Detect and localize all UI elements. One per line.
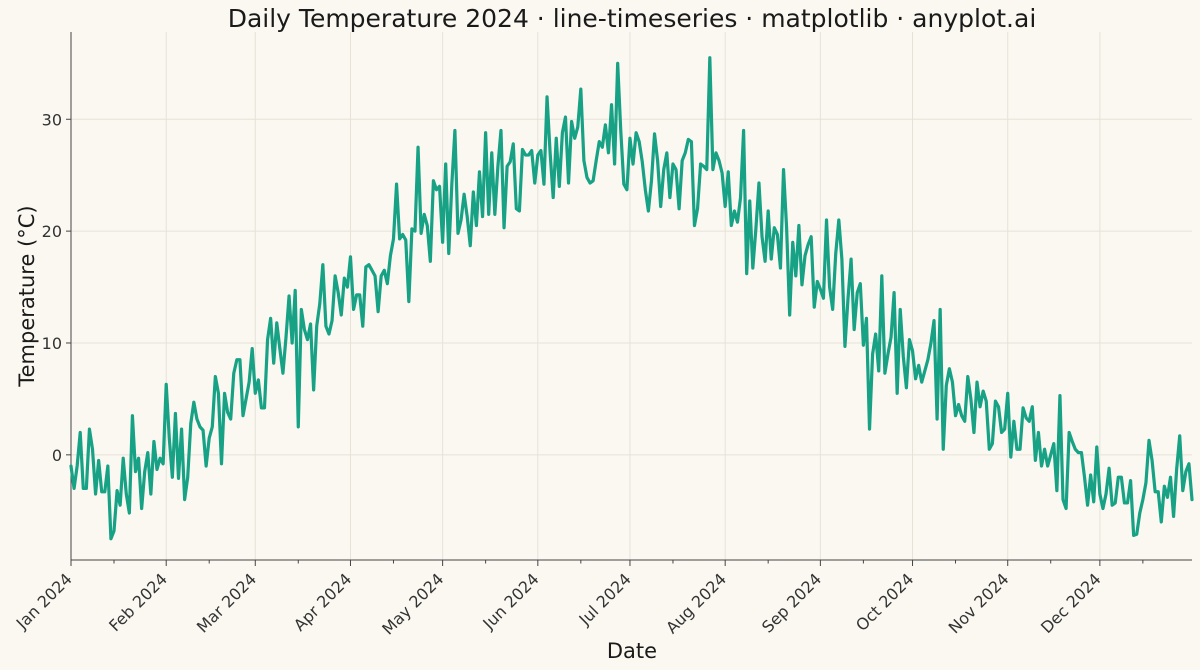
x-tick-label: Jan 2024 [12,569,76,633]
x-tick-label: Oct 2024 [852,569,917,634]
x-tick-label: Mar 2024 [193,569,260,636]
gridlines [70,32,1192,560]
temperature-series-line [69,56,1194,541]
x-tick-label: Aug 2024 [662,569,730,637]
y-axis-label: Temperature (°C) [15,205,39,387]
y-tick-label: 20 [42,222,62,241]
x-tick-label: Feb 2024 [105,569,171,635]
y-tick-label: 10 [42,334,62,353]
x-tick-label: Jun 2024 [478,569,542,633]
x-tick-label: Sep 2024 [758,569,825,636]
x-tick-label: May 2024 [378,569,447,638]
ticks: 0 10 20 30 Jan 2024 Feb 2024 Mar 2024 Apr 2024 M… [12,110,1144,639]
x-axis-label: Date [607,639,657,663]
axes [70,32,1192,561]
x-tick-label: Jul 2024 [575,569,635,629]
x-tick-label: Apr 2024 [290,569,355,634]
x-tick-label: Nov 2024 [945,569,1013,637]
y-tick-label: 30 [42,110,62,129]
chart-title: Daily Temperature 2024 · line-timeseries… [228,4,1037,33]
y-tick-label: 0 [52,446,62,465]
x-tick-label: Dec 2024 [1037,569,1105,637]
